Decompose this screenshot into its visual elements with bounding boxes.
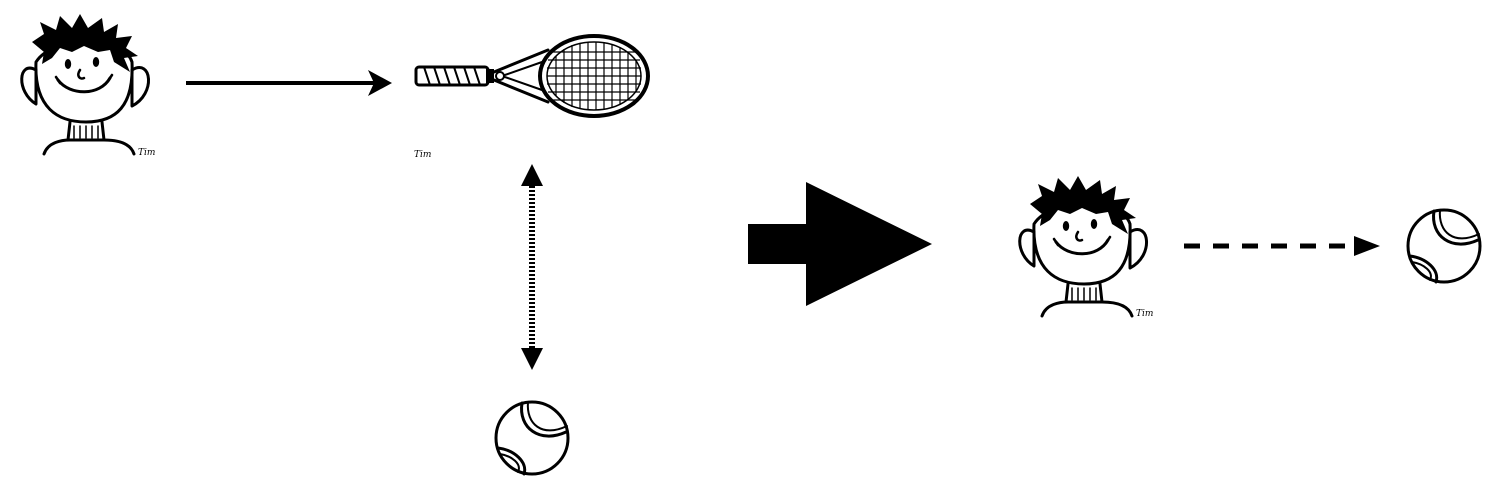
tennis-ball-bottom-illustration bbox=[494, 400, 570, 476]
edge-boy-to-ball-dashed bbox=[1184, 236, 1380, 256]
racket-signature: Tim bbox=[414, 150, 431, 160]
edge-boy-to-racket bbox=[186, 70, 392, 96]
boy-left-illustration bbox=[20, 12, 151, 156]
tennis-ball-right-illustration bbox=[1406, 208, 1482, 284]
edge-racket-ball-dotted bbox=[521, 164, 543, 370]
edge-racket-ball-arrowhead-bottom bbox=[521, 348, 543, 370]
boy-right-illustration bbox=[1018, 174, 1149, 318]
edge-boy-to-racket-arrowhead bbox=[368, 70, 392, 96]
edge-racket-ball-arrowhead-top bbox=[521, 164, 543, 186]
tennis-racket-illustration bbox=[414, 34, 650, 118]
transition-block-arrow bbox=[748, 182, 932, 306]
boy-right-signature: Tim bbox=[1136, 309, 1153, 319]
boy-left-signature: Tim bbox=[138, 148, 155, 158]
edge-boy-to-ball-arrowhead bbox=[1354, 236, 1380, 256]
